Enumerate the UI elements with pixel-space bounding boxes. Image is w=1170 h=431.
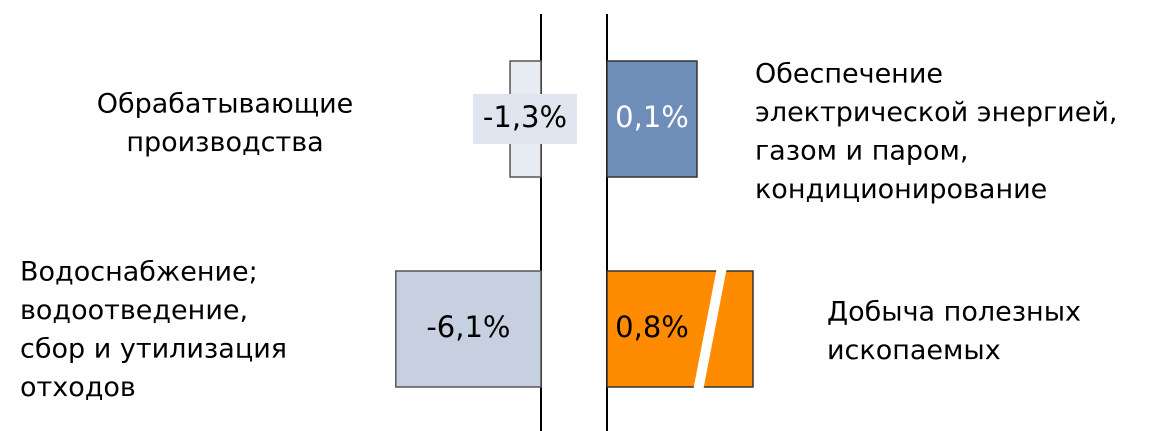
category-label: кондиционирование [755, 174, 1047, 205]
category-label: Водоснабжение; [20, 257, 258, 288]
axis-break [693, 267, 727, 391]
value-label: -6,1% [426, 310, 510, 344]
value-label: -1,3% [483, 100, 567, 134]
category-label: Добыча полезных [827, 297, 1081, 328]
category-label: водоотведение, [20, 295, 248, 326]
category-label: производства [126, 127, 323, 158]
category-label: ископаемых [827, 335, 1001, 366]
bar [606, 60, 698, 178]
bar [395, 270, 542, 388]
bar [606, 270, 754, 388]
value-label-bg [473, 94, 577, 144]
value-label: 0,8% [615, 310, 689, 344]
category-label: Обрабатывающие [97, 89, 354, 120]
category-label: сбор и утилизация [20, 334, 287, 365]
category-label: электрической энергией, [755, 97, 1117, 128]
category-label: отходов [20, 372, 136, 403]
value-label: 0,1% [615, 100, 689, 134]
category-label: газом и паром, [755, 136, 969, 167]
category-label: Обеспечение [755, 59, 943, 90]
